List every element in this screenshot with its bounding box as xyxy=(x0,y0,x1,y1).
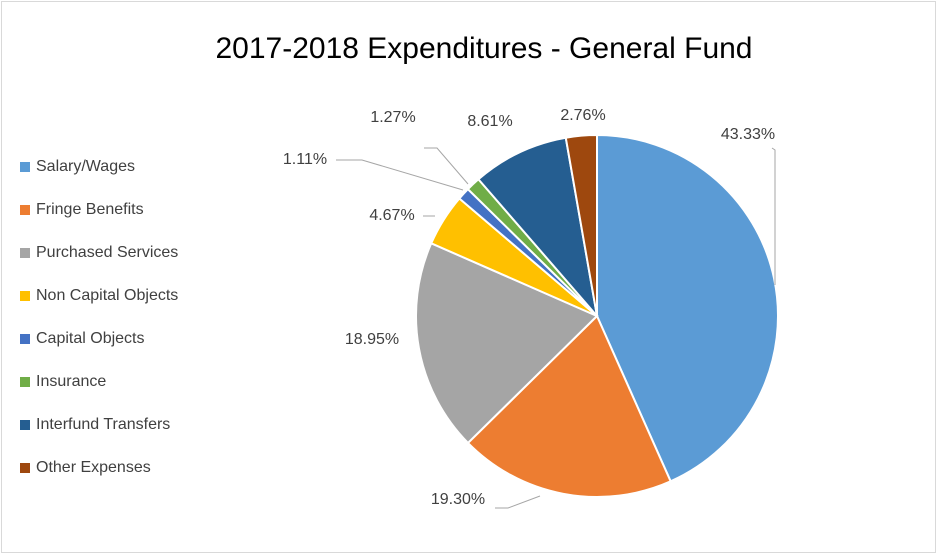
legend-swatch xyxy=(20,248,30,258)
leader-line xyxy=(771,147,776,285)
pie-slice xyxy=(564,133,598,317)
legend-swatch xyxy=(20,291,30,301)
leader-line xyxy=(495,495,541,509)
data-label: 18.95% xyxy=(345,331,399,348)
legend-swatch xyxy=(20,420,30,430)
legend-label: Other Expenses xyxy=(36,459,151,476)
data-label: 1.27% xyxy=(370,109,415,126)
legend-label: Purchased Services xyxy=(36,244,178,261)
legend-label: Non Capital Objects xyxy=(36,287,178,304)
legend-swatch xyxy=(20,205,30,215)
data-label: 8.61% xyxy=(467,113,512,130)
chart-title: 2017-2018 Expenditures - General Fund xyxy=(215,32,752,65)
legend-label: Interfund Transfers xyxy=(36,416,170,433)
data-label: 2.76% xyxy=(560,107,605,124)
legend-swatch xyxy=(20,463,30,473)
leader-line xyxy=(424,147,469,185)
leader-line xyxy=(336,159,464,191)
legend-label: Fringe Benefits xyxy=(36,201,144,218)
pie-slice xyxy=(466,314,672,498)
pie-slice xyxy=(415,241,599,445)
data-label: 19.30% xyxy=(431,491,485,508)
data-label: 43.33% xyxy=(721,126,775,143)
legend-label: Insurance xyxy=(36,373,106,390)
data-label: 1.11% xyxy=(283,151,327,168)
data-label: 4.67% xyxy=(369,207,414,224)
pie-slice xyxy=(596,133,779,483)
legend-label: Salary/Wages xyxy=(36,158,135,175)
legend-swatch xyxy=(20,377,30,387)
legend-swatch xyxy=(20,162,30,172)
legend-swatch xyxy=(20,334,30,344)
pie-slice xyxy=(477,136,599,320)
legend-label: Capital Objects xyxy=(36,330,145,347)
